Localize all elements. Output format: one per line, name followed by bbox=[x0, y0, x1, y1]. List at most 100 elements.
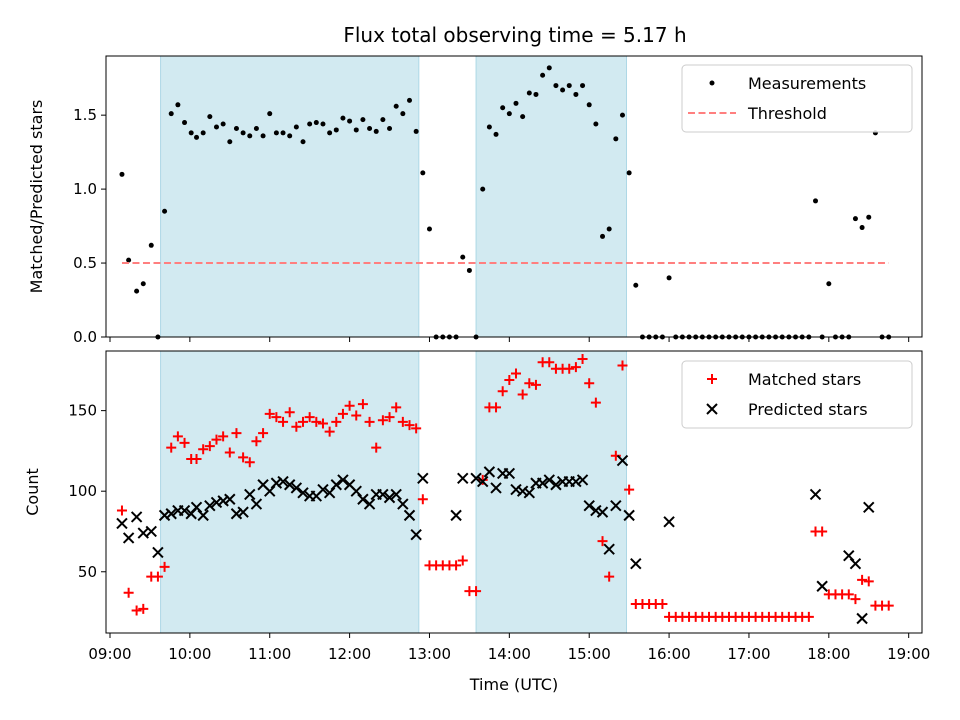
measurement-point bbox=[200, 130, 206, 136]
measurement-point bbox=[353, 127, 359, 133]
x-tick-label: 14:00 bbox=[488, 645, 531, 663]
matched-point bbox=[477, 474, 488, 485]
matched-point bbox=[238, 452, 249, 463]
measurement-point bbox=[267, 111, 273, 117]
legend-box bbox=[681, 360, 913, 429]
predicted-point bbox=[849, 558, 862, 570]
x-tick-label: 12:00 bbox=[328, 645, 371, 663]
measurement-point bbox=[367, 125, 373, 131]
matched-point bbox=[258, 428, 269, 439]
measurement-point bbox=[247, 133, 253, 139]
legend-marker bbox=[709, 80, 715, 86]
predicted-point bbox=[224, 493, 236, 505]
predicted-point bbox=[863, 501, 875, 514]
matched-point bbox=[116, 505, 127, 516]
matched-point bbox=[331, 416, 342, 427]
x-tick-label: 11:00 bbox=[248, 645, 291, 663]
predicted-point bbox=[523, 487, 536, 499]
measurement-point bbox=[513, 100, 519, 106]
measurement-point bbox=[140, 281, 146, 287]
chart-title: Flux total observing time = 5.17 h bbox=[343, 23, 686, 47]
matched-point bbox=[517, 389, 528, 400]
y-tick-label: 150 bbox=[68, 402, 97, 420]
predicted-point bbox=[397, 498, 409, 510]
y-tick-label: 100 bbox=[68, 482, 97, 500]
measurement-point bbox=[533, 91, 539, 97]
measurement-point bbox=[287, 133, 293, 139]
measurement-point bbox=[666, 275, 672, 281]
predicted-point bbox=[510, 483, 522, 496]
matched-point bbox=[564, 363, 575, 374]
predicted-point bbox=[152, 546, 164, 559]
measurement-point bbox=[466, 267, 472, 273]
predicted-point bbox=[297, 487, 309, 499]
matched-point bbox=[617, 360, 628, 371]
measurement-point bbox=[320, 121, 326, 127]
matched-point bbox=[304, 412, 315, 423]
predicted-point bbox=[663, 516, 675, 528]
measurement-point bbox=[526, 90, 532, 96]
measurement-point bbox=[560, 87, 566, 93]
measurement-point bbox=[407, 97, 413, 103]
measurement-point bbox=[619, 112, 625, 118]
measurement-point bbox=[253, 125, 259, 131]
predicted-point bbox=[390, 488, 402, 501]
matched-point bbox=[857, 574, 868, 585]
shaded-interval-1 bbox=[160, 55, 420, 338]
measurement-point bbox=[553, 83, 559, 89]
x-tick-label: 10:00 bbox=[168, 645, 211, 663]
matched-point bbox=[191, 453, 202, 464]
measurement-point bbox=[486, 124, 492, 130]
matched-point bbox=[371, 442, 382, 453]
predicted-point bbox=[470, 472, 482, 485]
predicted-point bbox=[616, 454, 629, 467]
matched-point bbox=[843, 589, 854, 600]
matched-point bbox=[344, 400, 355, 411]
matched-point bbox=[131, 605, 142, 616]
predicted-point bbox=[330, 479, 342, 491]
predicted-point bbox=[357, 493, 369, 505]
measurement-point bbox=[380, 117, 386, 123]
predicted-point bbox=[503, 467, 516, 480]
measurement-point bbox=[148, 242, 154, 248]
x-tick-label: 16:00 bbox=[647, 645, 690, 663]
measurement-point bbox=[866, 214, 872, 220]
matched-point bbox=[624, 484, 635, 495]
x-tick-label: 18:00 bbox=[807, 645, 850, 663]
matched-point bbox=[231, 428, 242, 439]
matched-point bbox=[530, 379, 541, 390]
predicted-point bbox=[576, 474, 589, 486]
measurement-point bbox=[134, 288, 140, 294]
matched-point bbox=[590, 397, 601, 408]
legend-label: Matched stars bbox=[748, 370, 861, 389]
matched-point bbox=[224, 447, 235, 458]
measurement-point bbox=[480, 186, 486, 192]
predicted-point bbox=[856, 612, 868, 625]
measurement-point bbox=[280, 130, 286, 136]
predicted-point bbox=[145, 525, 157, 538]
predicted-point bbox=[410, 528, 422, 541]
matched-point bbox=[604, 571, 615, 582]
series-matched-stars bbox=[116, 354, 894, 622]
predicted-point bbox=[816, 580, 828, 592]
measurement-point bbox=[207, 114, 213, 120]
matched-point bbox=[204, 441, 215, 452]
bottom-panel: 50 100 150 09:00 10:00 11:00 12:00 13:00 14:00 15… bbox=[23, 350, 930, 694]
measurement-point bbox=[300, 139, 306, 145]
measurement-point bbox=[573, 91, 579, 97]
measurement-point bbox=[126, 257, 132, 263]
predicted-point bbox=[337, 474, 349, 486]
legend: Measurements Threshold bbox=[681, 64, 913, 133]
matched-point bbox=[311, 416, 322, 427]
matched-point bbox=[524, 378, 535, 389]
shaded-interval-1 bbox=[160, 350, 420, 634]
predicted-point bbox=[250, 498, 263, 510]
measurement-point bbox=[586, 102, 592, 108]
matched-point bbox=[364, 416, 375, 427]
measurement-point bbox=[373, 128, 379, 134]
matched-point bbox=[251, 436, 262, 447]
measurement-point bbox=[859, 225, 865, 231]
matched-point bbox=[351, 410, 362, 421]
measurement-point bbox=[260, 133, 266, 139]
